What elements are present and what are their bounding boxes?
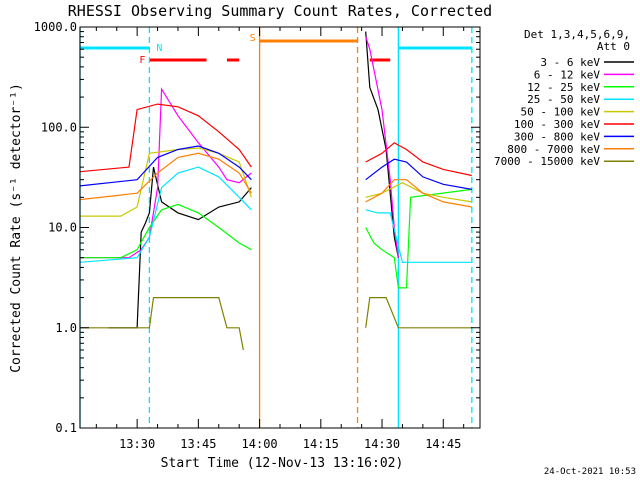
legend-header-line-1: Det 1,3,4,5,6,9, [524, 28, 630, 41]
series-line [365, 158, 472, 190]
series-line [79, 152, 252, 201]
legend-entry-label: 25 - 50 keV [527, 93, 600, 106]
series-line [365, 179, 472, 208]
instrument-flags: NF S [80, 33, 472, 66]
y-tick-label: 1000.0 [34, 20, 77, 34]
series-7 [79, 145, 472, 190]
y-tick-label: 10.0 [48, 221, 77, 235]
series-5 [80, 147, 472, 217]
series-line [365, 297, 472, 329]
series-line [79, 145, 252, 187]
legend-header-line-2: Att 0 [597, 40, 630, 53]
x-axis-label: Start Time (12-Nov-13 13:16:02) [161, 456, 404, 471]
flag-n-label: N [156, 43, 162, 54]
plot-frame [79, 26, 481, 429]
series-line [80, 297, 244, 351]
x-tick-label: 13:45 [180, 437, 216, 451]
legend-entry-label: 7000 - 15000 keV [494, 155, 600, 168]
series-3 [80, 188, 472, 289]
legend-entry-label: 100 - 300 keV [514, 118, 600, 131]
y-axis-label: Corrected Count Rate (s⁻¹ detector⁻¹) [9, 83, 24, 373]
series-4 [79, 166, 472, 263]
flag-f-label: F [139, 55, 145, 66]
series-1 [108, 31, 399, 329]
y-tick-label: 1.0 [55, 321, 77, 335]
y-axis: 0.1 1.0 10.0 100.0 1000.0 [34, 20, 480, 435]
series-line [80, 203, 252, 259]
series-line [80, 87, 252, 259]
flag-s-label: S [250, 33, 256, 44]
legend-entry-label: 300 - 800 keV [514, 130, 600, 143]
x-tick-label: 14:00 [242, 437, 278, 451]
series-line [108, 166, 252, 329]
chart-title: RHESSI Observing Summary Count Rates, Co… [68, 2, 492, 20]
x-tick-label: 13:30 [119, 437, 155, 451]
legend-entry-label: 6 - 12 keV [534, 68, 601, 81]
legend-entry-label: 50 - 100 keV [521, 106, 601, 119]
series-2 [80, 36, 399, 259]
series-line [365, 188, 472, 289]
y-tick-label: 100.0 [41, 120, 77, 134]
x-axis: 13:30 13:45 14:00 14:15 14:30 14:45 [95, 27, 465, 451]
series-6 [79, 103, 472, 177]
series-line [79, 166, 252, 263]
series-line [79, 103, 252, 173]
x-tick-label: 14:30 [364, 437, 400, 451]
series-line [365, 142, 472, 177]
series-9 [80, 297, 472, 351]
legend-entry-label: 800 - 7000 keV [507, 143, 600, 156]
series-line [365, 182, 472, 203]
series-line [365, 31, 399, 258]
vertical-markers [79, 27, 473, 428]
legend-entry-label: 3 - 6 keV [540, 56, 600, 69]
timestamp-footer: 24-Oct-2021 10:53 [544, 467, 636, 477]
legend-entry-label: 12 - 25 keV [527, 81, 600, 94]
series-8 [79, 152, 472, 208]
data-series [79, 31, 472, 351]
x-tick-label: 14:45 [425, 437, 461, 451]
y-tick-label: 0.1 [55, 421, 77, 435]
x-tick-label: 14:15 [303, 437, 339, 451]
series-line [365, 209, 472, 263]
